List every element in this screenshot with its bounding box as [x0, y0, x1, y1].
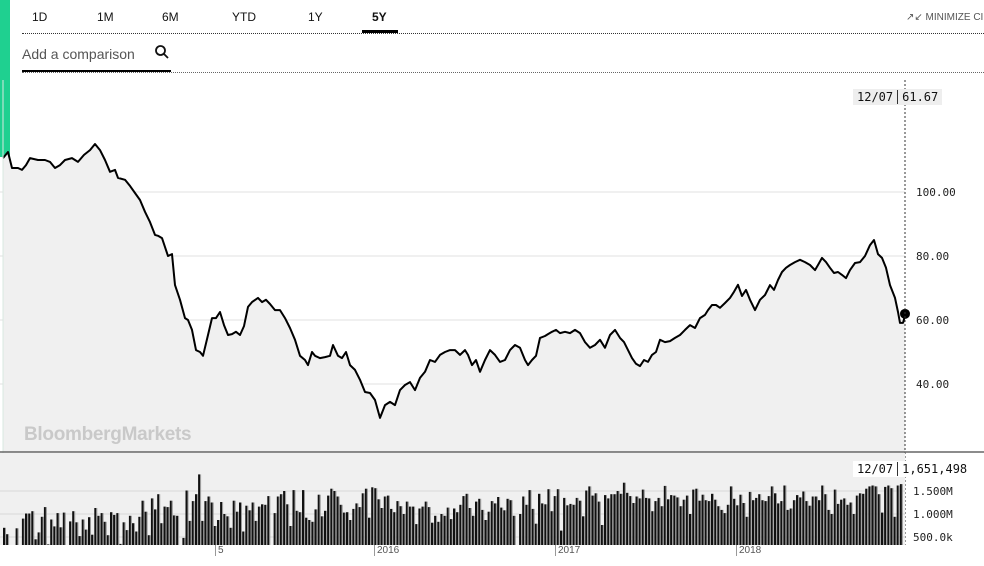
- price-tooltip-date: 12/07: [857, 90, 899, 104]
- add-comparison-input[interactable]: Add a comparison: [22, 46, 135, 62]
- x-tick-2017: 2017: [555, 545, 580, 556]
- tab-ytd[interactable]: YTD: [232, 10, 256, 24]
- price-tooltip: 12/07 61.67: [853, 89, 943, 105]
- svg-text:1.500M: 1.500M: [913, 485, 953, 498]
- tab-1m[interactable]: 1M: [97, 10, 114, 24]
- price-tooltip-value: 61.67: [902, 90, 939, 104]
- comparison-bar: Add a comparison: [22, 36, 984, 73]
- svg-text:100.00: 100.00: [916, 186, 956, 199]
- x-tick-2015: 5: [215, 545, 224, 556]
- tab-1y[interactable]: 1Y: [308, 10, 323, 24]
- price-line: [2, 143, 906, 419]
- tab-6m[interactable]: 6M: [162, 10, 179, 24]
- volume-tooltip-date: 12/07: [857, 462, 899, 476]
- search-icon[interactable]: [154, 44, 170, 60]
- minimize-chart-button[interactable]: ↗↙ MINIMIZE CI: [906, 12, 983, 23]
- svg-text:500.0k: 500.0k: [913, 531, 953, 544]
- bloomberg-watermark: BloombergMarkets: [24, 424, 192, 445]
- volume-tooltip: 12/07 1,651,498: [853, 461, 972, 477]
- timeframe-tabs: 1D 1M 6M YTD 1Y 5Y: [22, 0, 984, 34]
- active-tab-indicator: [362, 30, 398, 33]
- svg-text:1.000M: 1.000M: [913, 508, 953, 521]
- svg-text:80.00: 80.00: [916, 250, 949, 263]
- svg-text:60.00: 60.00: [916, 314, 949, 327]
- volume-tooltip-value: 1,651,498: [902, 462, 968, 476]
- minimize-label: MINIMIZE CI: [925, 12, 984, 23]
- volume-bars: [3, 474, 903, 545]
- x-tick-2018: 2018: [736, 545, 761, 556]
- tab-1d[interactable]: 1D: [32, 10, 48, 24]
- accent-bar: [0, 0, 10, 157]
- volume-axis: 1.500M 1.000M 500.0k: [913, 485, 953, 544]
- svg-text:40.00: 40.00: [916, 378, 949, 391]
- tab-5y[interactable]: 5Y: [372, 10, 387, 24]
- minimize-icon: ↗↙: [906, 12, 923, 23]
- comparison-underline: [22, 70, 171, 72]
- price-axis: 100.00 80.00 60.00 40.00: [916, 186, 956, 391]
- price-area-fill: [3, 144, 905, 452]
- x-tick-2016: 2016: [374, 545, 399, 556]
